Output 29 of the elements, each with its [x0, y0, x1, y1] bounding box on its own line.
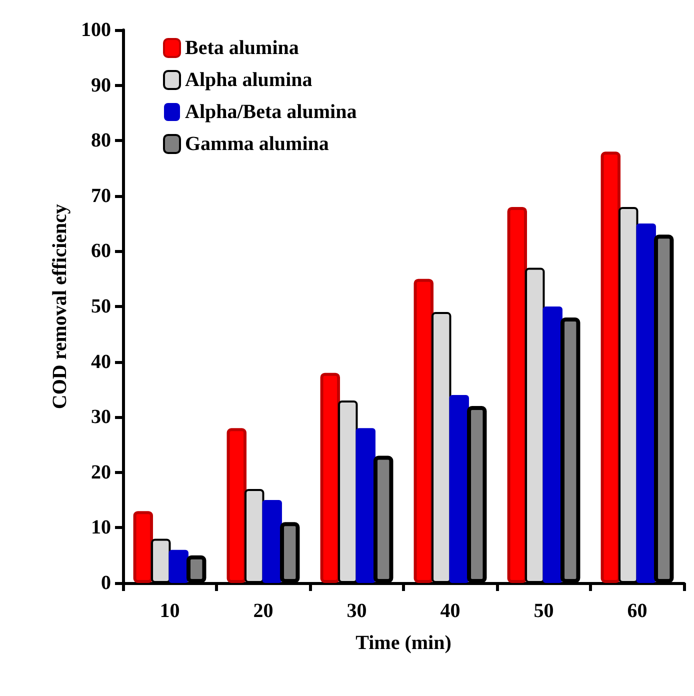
- x-tick-label: 30: [346, 600, 367, 622]
- x-axis-title: Time (min): [356, 632, 452, 654]
- y-tick-label: 80: [91, 130, 111, 152]
- bar: [600, 152, 620, 583]
- y-tick-label: 70: [91, 184, 111, 207]
- bar: [320, 372, 340, 583]
- bar: [414, 278, 434, 583]
- y-tick-label: 0: [101, 572, 111, 594]
- y-tick-label: 90: [91, 74, 111, 96]
- x-tick-label: 50: [534, 600, 554, 622]
- legend-label: Alpha alumina: [185, 69, 312, 91]
- bar: [133, 511, 153, 583]
- legend-label: Beta alumina: [185, 37, 299, 59]
- bar: [226, 428, 246, 583]
- legend-label: Alpha/Beta alumina: [185, 101, 357, 123]
- legend-label: Gamma alumina: [185, 133, 329, 155]
- y-tick-label: 10: [91, 516, 111, 539]
- y-tick-label: 50: [91, 296, 111, 318]
- y-tick-label: 40: [91, 350, 111, 373]
- x-tick-label: 40: [440, 600, 460, 622]
- x-tick-label: 60: [627, 600, 648, 622]
- y-tick-label: 30: [91, 406, 111, 428]
- y-tick-label: 60: [91, 240, 111, 262]
- y-tick-label: 20: [91, 461, 111, 484]
- x-tick-label: 10: [160, 600, 180, 622]
- y-axis-title: COD removal efficiency: [49, 204, 72, 410]
- bar: [507, 206, 527, 583]
- y-tick-label: 100: [81, 19, 111, 41]
- x-tick-label: 20: [253, 600, 274, 622]
